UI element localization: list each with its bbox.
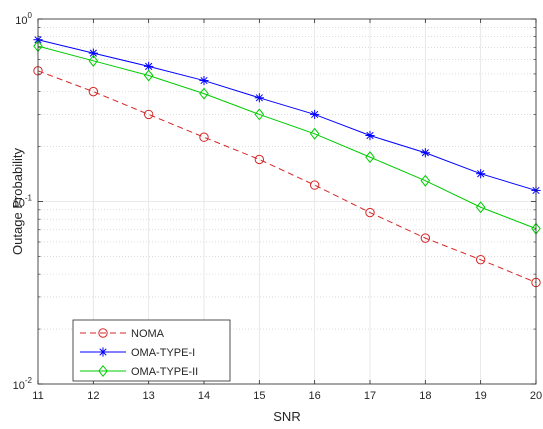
x-tick-label: 15 <box>253 390 265 402</box>
y-axis-label: Outage Probability <box>10 148 25 255</box>
diamond-marker <box>88 54 99 67</box>
x-tick-label: 19 <box>475 390 487 402</box>
diamond-marker <box>365 151 375 164</box>
tick-marks <box>37 18 537 385</box>
legend-item-oma-type-ii: OMA-TYPE-II <box>80 364 198 378</box>
x-tick-label: 12 <box>87 390 99 402</box>
circle-marker <box>199 132 209 142</box>
x-tick-labels: 11 12 13 14 15 16 17 18 19 20 <box>32 390 542 402</box>
series-oma-type-ii <box>33 40 541 235</box>
asterisk-marker <box>98 347 108 357</box>
series-line <box>37 39 537 191</box>
asterisk-marker <box>254 93 264 103</box>
asterisk-marker <box>476 169 486 179</box>
x-tick-label: 18 <box>419 390 431 402</box>
y-tick-label: 100 <box>15 11 32 27</box>
circle-marker <box>475 254 486 265</box>
x-tick-label: 11 <box>32 390 43 402</box>
circle-marker <box>365 207 375 218</box>
circle-marker <box>88 86 99 97</box>
circle-marker <box>420 233 431 243</box>
asterisk-marker <box>199 75 209 86</box>
asterisk-marker <box>365 130 375 141</box>
x-axis-label: SNR <box>273 409 300 424</box>
asterisk-marker <box>310 109 320 120</box>
legend-label: OMA-TYPE-II <box>131 366 198 378</box>
diamond-marker <box>254 108 265 121</box>
circle-marker <box>254 154 265 165</box>
y-tick-label: 10-2 <box>13 376 33 392</box>
series-line <box>37 70 537 283</box>
legend-label: NOMA <box>131 328 165 340</box>
diamond-marker <box>475 201 486 214</box>
diamond-marker <box>309 127 320 140</box>
diamond-marker <box>98 364 108 378</box>
minor-grid <box>38 27 536 330</box>
asterisk-marker <box>420 148 430 158</box>
x-tick-label: 20 <box>530 390 542 402</box>
diamond-marker <box>143 69 154 82</box>
asterisk-marker <box>144 61 154 71</box>
legend: NOMA OMA-TYPE-I OMA-TYPE-II <box>72 319 231 382</box>
x-tick-label: 13 <box>143 390 155 402</box>
legend-item-noma: NOMA <box>80 328 165 340</box>
series-line <box>37 45 537 230</box>
legend-label: OMA-TYPE-I <box>131 347 195 359</box>
y-tick-labels: 10-2 10-1 100 <box>13 11 33 392</box>
diamond-marker <box>420 174 431 187</box>
x-tick-label: 17 <box>364 390 376 402</box>
diamond-marker <box>199 87 209 100</box>
x-tick-label: 14 <box>198 390 210 402</box>
circle-marker <box>143 109 154 120</box>
legend-item-oma-type-i: OMA-TYPE-I <box>80 347 195 359</box>
x-tick-label: 16 <box>309 390 321 402</box>
y-tick-label: 10-1 <box>13 194 33 210</box>
circle-marker <box>309 180 320 190</box>
circle-marker <box>98 328 108 338</box>
